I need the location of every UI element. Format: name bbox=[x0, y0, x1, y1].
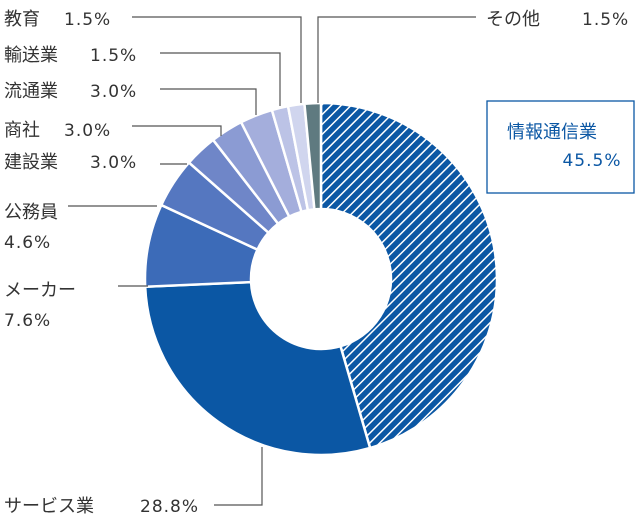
slice-6-value-label: 3.0% bbox=[64, 121, 111, 141]
slice-7-value-label: 3.0% bbox=[90, 82, 137, 102]
donut-slices bbox=[143, 101, 499, 457]
slice-8-category-label: 輸送業 bbox=[4, 45, 58, 66]
leader-lines bbox=[68, 16, 476, 506]
slice-1-label-box bbox=[486, 100, 635, 194]
slice-5-value-label: 3.0% bbox=[90, 153, 137, 173]
slice-5-category-label: 建設業 bbox=[4, 152, 58, 173]
slice-6-leader-line bbox=[132, 125, 222, 136]
slice-8-value-label: 1.5% bbox=[90, 46, 137, 66]
slice-4-value-label: 4.6% bbox=[4, 233, 51, 253]
slice-1-category-label: 情報通信業 bbox=[507, 122, 597, 143]
slice-9-category-label: 教育 bbox=[4, 9, 40, 30]
slice-3-value-label: 7.6% bbox=[4, 311, 51, 331]
slice-1-value-label: 45.5% bbox=[562, 151, 621, 171]
slice-10-category-label: その他 bbox=[486, 9, 540, 30]
slice-7-leader-line bbox=[160, 88, 257, 115]
slice-1-segment bbox=[319, 101, 499, 450]
slice-10-segment bbox=[303, 101, 323, 211]
slice-9-leader-line bbox=[132, 16, 302, 103]
slice-2-value-label: 28.8% bbox=[140, 497, 199, 517]
slice-2-segment bbox=[143, 280, 372, 457]
slice-labels: 情報通信業 45.5% サービス業 28.8% メーカー 7.6% 公務員 4.6% 建設業 3.… bbox=[4, 9, 635, 517]
slice-9-value-label: 1.5% bbox=[64, 10, 111, 30]
slice-3-category-label: メーカー bbox=[4, 280, 76, 301]
slice-2-category-label: サービス業 bbox=[4, 496, 94, 517]
slice-7-category-label: 流通業 bbox=[4, 81, 58, 102]
slice-2-leader-line bbox=[214, 447, 263, 506]
slice-10-value-label: 1.5% bbox=[582, 10, 629, 30]
slice-6-category-label: 商社 bbox=[4, 120, 40, 141]
slice-4-category-label: 公務員 bbox=[4, 202, 58, 223]
slice-10-leader-line bbox=[317, 16, 476, 103]
slice-8-leader-line bbox=[160, 52, 281, 106]
